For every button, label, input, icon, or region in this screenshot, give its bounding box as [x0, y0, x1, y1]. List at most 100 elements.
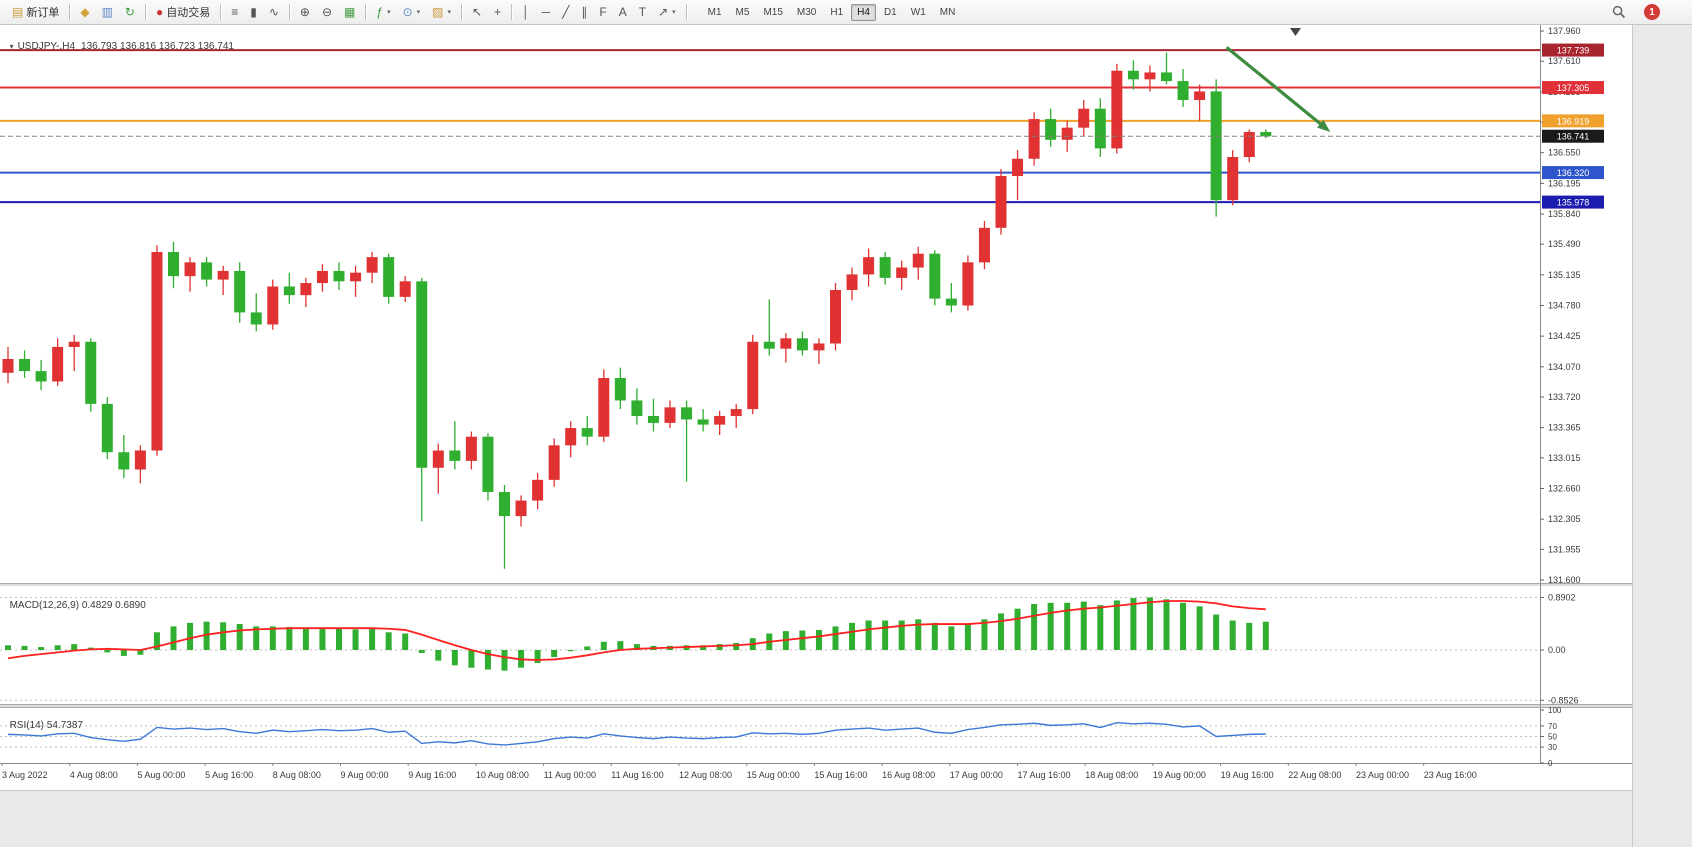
horizontal-level-lines[interactable] — [0, 49, 1540, 204]
timeframe-m15[interactable]: M15 — [763, 6, 783, 18]
search-button[interactable] — [1608, 2, 1630, 22]
candle — [316, 270, 328, 284]
candle — [763, 341, 775, 349]
candle — [250, 312, 262, 325]
svg-text:136.741: 136.741 — [1557, 132, 1590, 142]
arrow-objects-button[interactable]: ↗ ▾ — [653, 1, 681, 23]
candle — [2, 359, 14, 373]
crosshair-button[interactable]: + — [489, 1, 506, 23]
candle — [1111, 70, 1123, 149]
candle — [1045, 119, 1057, 140]
equidistant-channel-button[interactable]: ∥ — [576, 1, 592, 23]
svg-text:0.8902: 0.8902 — [1548, 592, 1576, 602]
arrow-objects-dropdown-icon: ▾ — [672, 9, 676, 16]
timeframe-w1[interactable]: W1 — [910, 6, 926, 18]
candle — [1177, 81, 1189, 101]
svg-text:30: 30 — [1548, 743, 1557, 752]
candle — [465, 436, 477, 461]
candle — [101, 403, 113, 453]
trend-arrow-annotation[interactable] — [1226, 46, 1331, 132]
candle — [565, 428, 577, 446]
trendline-button[interactable]: ╱ — [557, 1, 574, 23]
candlestick-chart-button[interactable]: ▮ — [245, 1, 262, 23]
timeframe-m1[interactable]: M1 — [707, 6, 722, 18]
candle — [515, 500, 527, 517]
candle — [134, 450, 146, 470]
candle — [714, 415, 726, 425]
candle — [283, 286, 295, 296]
svg-text:137.960: 137.960 — [1548, 26, 1581, 36]
candle — [532, 479, 544, 501]
candle — [796, 338, 808, 351]
svg-text:136.320: 136.320 — [1557, 168, 1590, 178]
notification-badge[interactable]: 1 — [1644, 4, 1660, 20]
candle — [1127, 70, 1139, 80]
candle — [52, 346, 64, 382]
bar-chart-button[interactable]: ≡ — [226, 1, 243, 23]
zoom-in-button[interactable]: ⊕ — [295, 1, 315, 23]
tile-windows-button[interactable]: ▦ — [339, 1, 360, 23]
candle — [929, 253, 941, 299]
svg-text:133.365: 133.365 — [1548, 423, 1581, 433]
svg-text:17 Aug 16:00: 17 Aug 16:00 — [1018, 770, 1071, 780]
auto-trading-button[interactable]: ● 自动交易 — [151, 1, 215, 23]
svg-text:-0.8526: -0.8526 — [1548, 695, 1579, 705]
time-scale[interactable]: 3 Aug 2022 4 Aug 08:00 5 Aug 00:00 5 Aug 16… — [1, 763, 1477, 780]
svg-text:18 Aug 08:00: 18 Aug 08:00 — [1085, 770, 1138, 780]
candle — [399, 281, 411, 297]
periods-button[interactable]: ⊙ ▾ — [398, 1, 426, 23]
candle — [1061, 127, 1073, 140]
svg-text:15 Aug 16:00: 15 Aug 16:00 — [814, 770, 867, 780]
templates-button[interactable]: ▨ ▾ — [427, 1, 456, 23]
svg-text:137.610: 137.610 — [1548, 56, 1581, 66]
svg-text:70: 70 — [1548, 722, 1557, 731]
macd-signal-line — [7, 600, 1266, 661]
crosshair-icon: + — [494, 5, 502, 19]
candle — [151, 251, 163, 451]
profiles-button[interactable]: ▥ — [97, 1, 118, 23]
timeframe-m30[interactable]: M30 — [796, 6, 817, 18]
candle — [1227, 157, 1239, 201]
svg-text:136.550: 136.550 — [1548, 148, 1581, 158]
charts-button[interactable]: ◆ — [75, 1, 94, 23]
svg-text:17 Aug 00:00: 17 Aug 00:00 — [950, 770, 1003, 780]
candle — [945, 298, 957, 306]
svg-text:131.600: 131.600 — [1548, 575, 1581, 585]
charts-icon: ◆ — [80, 5, 90, 19]
candle — [995, 176, 1007, 228]
chart-shift-marker[interactable] — [1290, 28, 1301, 36]
horizontal-line-button[interactable]: ─ — [537, 1, 556, 23]
svg-text:11 Aug 00:00: 11 Aug 00:00 — [544, 770, 596, 780]
zoom-out-icon: ⊖ — [321, 5, 333, 19]
candle — [449, 450, 461, 461]
ohlc-collapse-icon[interactable]: ▾ — [9, 42, 14, 51]
vertical-line-icon: │ — [522, 5, 530, 19]
candle — [416, 281, 428, 468]
timeframe-m5[interactable]: M5 — [735, 6, 750, 18]
tile-windows-icon: ▦ — [344, 5, 356, 19]
line-chart-button[interactable]: ∿ — [264, 1, 284, 23]
toolbar: ▤ 新订单 ◆ ▥ ↻ ● 自动交易 ≡ ▮ ∿ ⊕ ⊖ ▦ ƒ ▾ ⊙ ▾ ▨ ▾ ↖ + │ ─ ╱ ∥ F A T ↗ ▾ M1 M5 M… — [0, 0, 1692, 25]
toolbar-divider — [511, 4, 513, 20]
search-icon — [1612, 5, 1626, 19]
timeframe-h1[interactable]: H1 — [830, 6, 844, 18]
timeframe-h4[interactable]: H4 — [851, 3, 876, 21]
fibonacci-button[interactable]: F — [594, 1, 611, 23]
cursor-button[interactable]: ↖ — [467, 1, 487, 23]
text-button[interactable]: A — [614, 1, 632, 23]
candle — [1078, 108, 1090, 128]
indicators-button[interactable]: ƒ ▾ — [371, 1, 395, 23]
macd-indicator-header: MACD(12,26,9) 0.4829 0.6890 — [4, 589, 146, 611]
timeframe-mn[interactable]: MN — [939, 6, 956, 18]
candle — [912, 253, 924, 268]
vertical-line-button[interactable]: │ — [517, 1, 535, 23]
refresh-button[interactable]: ↻ — [120, 1, 140, 23]
new-order-button[interactable]: ▤ 新订单 — [7, 1, 64, 23]
label-button[interactable]: T — [634, 1, 651, 23]
svg-text:15 Aug 00:00: 15 Aug 00:00 — [747, 770, 800, 780]
zoom-out-button[interactable]: ⊖ — [317, 1, 337, 23]
timeframe-d1[interactable]: D1 — [883, 6, 897, 18]
candle — [366, 257, 378, 273]
